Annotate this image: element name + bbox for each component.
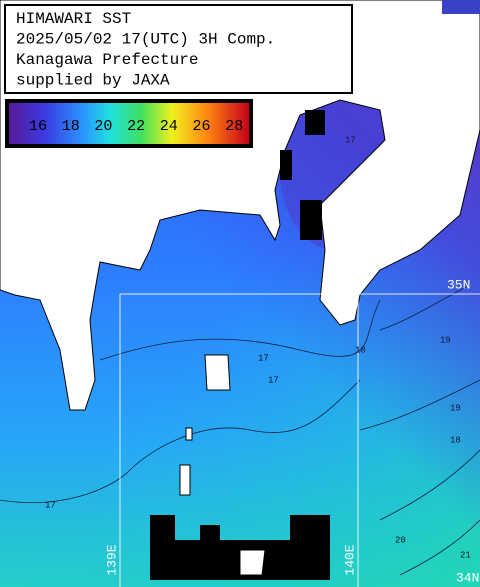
missing-patch: [305, 110, 325, 135]
lat-label: 35N: [447, 277, 470, 292]
contour-label: 19: [450, 403, 461, 413]
missing-patch: [290, 515, 330, 540]
header-line: 2025/05/02 17(UTC) 3H Comp.: [16, 31, 275, 49]
contour-label: 17: [258, 353, 269, 363]
lon-label: 140E: [342, 544, 357, 575]
missing-patch: [200, 525, 220, 540]
lat-label: 34N: [456, 570, 479, 585]
contours: [0, 284, 480, 576]
colorbar-label: 22: [127, 118, 145, 135]
colorbar-label: 24: [160, 118, 178, 135]
missing-patch: [150, 515, 175, 540]
colorbar-label: 28: [225, 118, 243, 135]
contour-line: [359, 379, 480, 431]
contour-label: 17: [268, 375, 279, 385]
map-labels: 35N 35N 34N 139E 140E 17 17 17 17 18 18 19 19 20 21: [10, 135, 479, 585]
island: [204, 354, 231, 391]
contour-label: 18: [355, 345, 366, 355]
island: [185, 427, 193, 441]
sea-corner: [442, 0, 480, 14]
contour-label: 17: [345, 135, 356, 145]
island: [179, 464, 191, 496]
contour-line: [0, 379, 361, 504]
graticule: [119, 293, 480, 587]
island: [239, 549, 266, 576]
colorbar: [9, 103, 249, 144]
contour-label: 20: [395, 535, 406, 545]
header-line: Kanagawa Prefecture: [16, 51, 198, 69]
lon-label: 139E: [104, 544, 119, 575]
islands: [179, 354, 266, 576]
contour-label: 18: [450, 435, 461, 445]
colorbar-label: 16: [29, 118, 47, 135]
overlay-text: HIMAWARI SST 2025/05/02 17(UTC) 3H Comp. K…: [16, 10, 275, 135]
contour-line: [379, 449, 480, 521]
contour-label: 21: [460, 550, 471, 560]
lat-label: 35N: [10, 277, 33, 292]
header-line: supplied by JAXA: [16, 72, 170, 90]
header-box: [4, 4, 353, 94]
colorbar-label: 26: [192, 118, 210, 135]
contour-label: 19: [440, 335, 451, 345]
missing-patch: [280, 150, 292, 180]
contour-line: [379, 284, 471, 331]
contour-line: [399, 519, 480, 576]
contour-label: 17: [45, 500, 56, 510]
header-line: HIMAWARI SST: [16, 10, 131, 28]
colorbar-label: 18: [62, 118, 80, 135]
contour-line: [99, 299, 381, 361]
colorbar-label: 20: [94, 118, 112, 135]
missing-patch: [300, 200, 322, 240]
